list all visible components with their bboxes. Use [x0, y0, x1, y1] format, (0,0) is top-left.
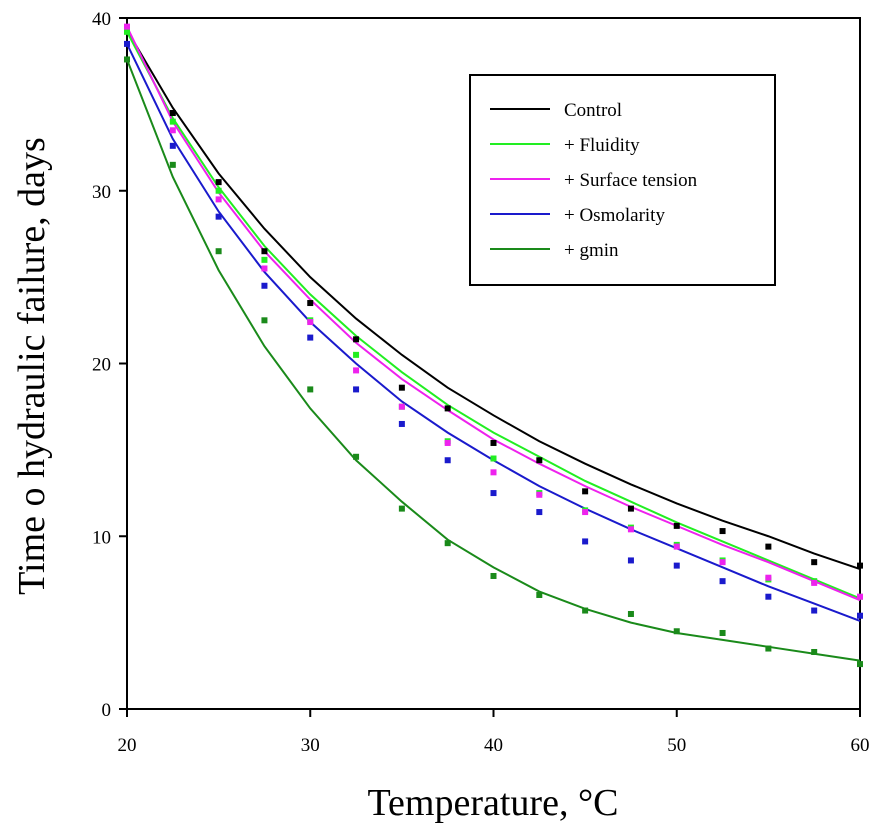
data-point-osmolarity — [261, 282, 268, 289]
data-point-surface-tension — [398, 403, 405, 410]
data-point-surface-tension — [490, 469, 497, 476]
data-point-surface-tension — [261, 265, 268, 272]
data-point-control — [169, 110, 176, 117]
data-point-control — [536, 457, 543, 464]
data-point-gmin — [215, 248, 222, 255]
data-point-osmolarity — [627, 557, 634, 564]
data-point-fluidity — [124, 28, 130, 35]
data-point-control — [627, 505, 634, 512]
y-tick-label: 10 — [92, 527, 111, 548]
data-point-surface-tension — [582, 509, 589, 516]
data-point-fluidity — [490, 455, 497, 462]
data-point-control — [811, 559, 818, 566]
series-line-surface-tension — [126, 26, 861, 602]
x-tick-label: 30 — [301, 735, 320, 756]
data-point-gmin — [169, 161, 176, 168]
data-point-control — [307, 300, 314, 307]
data-point-osmolarity — [719, 578, 726, 585]
data-point-surface-tension — [627, 526, 634, 533]
data-point-gmin — [811, 648, 818, 655]
data-point-osmolarity — [444, 457, 451, 464]
data-point-surface-tension — [811, 579, 818, 586]
data-point-gmin — [582, 607, 589, 614]
data-point-osmolarity — [398, 420, 405, 427]
data-point-surface-tension — [536, 491, 543, 498]
legend-label: + gmin — [564, 240, 619, 261]
data-point-osmolarity — [673, 562, 680, 569]
legend-label: + Osmolarity — [564, 205, 665, 226]
data-point-gmin — [307, 386, 314, 393]
y-tick-label: 20 — [92, 355, 111, 376]
data-point-control — [353, 336, 360, 343]
data-point-surface-tension — [124, 23, 130, 30]
data-point-gmin — [444, 540, 451, 547]
data-point-fluidity — [261, 256, 268, 263]
x-tick-label: 50 — [667, 735, 686, 756]
x-tick-label: 60 — [851, 735, 870, 756]
data-point-fluidity — [353, 351, 360, 358]
data-point-control — [719, 528, 726, 535]
data-point-control — [261, 248, 268, 255]
data-point-surface-tension — [169, 127, 176, 134]
series-line-fluidity — [126, 31, 861, 600]
data-point-surface-tension — [353, 367, 360, 374]
y-tick-label: 0 — [102, 700, 112, 721]
data-point-gmin — [261, 317, 268, 324]
data-point-gmin — [719, 629, 726, 636]
data-point-control — [215, 179, 222, 186]
data-point-gmin — [627, 610, 634, 617]
data-point-surface-tension — [765, 574, 772, 581]
data-point-fluidity — [215, 187, 222, 194]
data-point-gmin — [353, 453, 360, 460]
data-point-gmin — [857, 661, 863, 668]
data-point-osmolarity — [215, 213, 222, 220]
data-point-control — [673, 522, 680, 529]
data-point-surface-tension — [307, 319, 314, 326]
legend-label: + Fluidity — [564, 135, 640, 156]
data-point-control — [490, 439, 497, 446]
x-tick-label: 20 — [118, 735, 137, 756]
series-line-control — [126, 29, 861, 571]
data-point-gmin — [398, 505, 405, 512]
legend-label: + Surface tension — [564, 170, 698, 191]
data-point-control — [765, 543, 772, 550]
data-point-osmolarity — [169, 142, 176, 149]
y-tick-label: 30 — [92, 182, 111, 203]
data-point-control — [582, 488, 589, 495]
x-axis-title: Temperature, °C — [368, 782, 619, 824]
data-point-gmin — [124, 56, 130, 63]
data-point-surface-tension — [673, 543, 680, 550]
data-point-surface-tension — [215, 196, 222, 203]
data-point-control — [857, 562, 863, 569]
data-point-osmolarity — [490, 490, 497, 497]
series-line-gmin — [126, 59, 861, 662]
data-point-surface-tension — [444, 439, 451, 446]
data-point-osmolarity — [765, 593, 772, 600]
data-point-osmolarity — [536, 509, 543, 516]
data-point-gmin — [765, 645, 772, 652]
data-point-fluidity — [169, 118, 176, 125]
legend: Control + Fluidity + Surface tension + Osmo… — [469, 74, 776, 286]
data-point-control — [444, 405, 451, 412]
data-point-gmin — [536, 591, 543, 598]
y-tick-label: 40 — [92, 9, 111, 30]
data-point-osmolarity — [857, 612, 863, 619]
data-point-osmolarity — [307, 334, 314, 341]
plot-area: 20 30 40 50 60 0 10 20 30 40 — [92, 9, 870, 756]
data-point-surface-tension — [719, 559, 726, 566]
data-point-gmin — [673, 628, 680, 635]
data-point-surface-tension — [857, 593, 863, 600]
y-axis-title: Time o hydraulic failure, days — [11, 137, 53, 595]
data-point-osmolarity — [811, 607, 818, 614]
data-point-gmin — [490, 572, 497, 579]
data-point-osmolarity — [124, 40, 130, 47]
data-point-osmolarity — [582, 538, 589, 545]
legend-label: Control — [564, 100, 622, 121]
data-point-control — [398, 384, 405, 391]
data-point-osmolarity — [353, 386, 360, 393]
x-tick-label: 40 — [484, 735, 503, 756]
